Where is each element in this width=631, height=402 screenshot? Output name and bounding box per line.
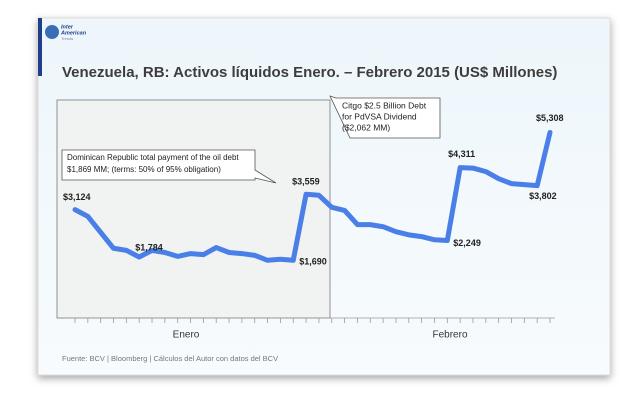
- data-label: $3,559: [292, 177, 320, 187]
- accent-bar: [38, 18, 42, 76]
- data-line: [72, 129, 553, 263]
- callout: Citgo $2.5 Billion Debt for PdVSA Divide…: [329, 95, 441, 139]
- logo-text: American: [60, 30, 87, 36]
- logo-text: Trends: [61, 36, 73, 41]
- annotation: $1,869 MM; (terms: 50% of 95% obligation…: [67, 165, 221, 174]
- data-label: $3,802: [529, 191, 557, 201]
- data-label: $1,784: [135, 242, 163, 252]
- data-label: $4,311: [448, 149, 475, 159]
- logo-text: Inter: [61, 24, 74, 30]
- group-label: Febrero: [432, 330, 467, 341]
- data-label: $3,124: [63, 192, 91, 202]
- annotation: Dominican Republic total payment of the …: [67, 153, 239, 162]
- annotation: for PdVSA Dividend: [342, 111, 417, 121]
- callout: Dominican Republic total payment of the …: [61, 149, 277, 184]
- callout-box: [61, 149, 277, 184]
- period-box: [56, 99, 331, 319]
- annotation: ($2,062 MM): [342, 122, 390, 132]
- data-label: $2,249: [453, 238, 481, 248]
- source: Fuente: BCV | Bloomberg | Cálculos del A…: [62, 354, 278, 363]
- logo-icon: [45, 25, 59, 39]
- callout-box: [329, 95, 441, 139]
- group-label: Enero: [173, 330, 200, 341]
- chart-title: Venezuela, RB: Activos líquidos Enero. –…: [62, 64, 557, 81]
- data-label: $5,308: [536, 113, 564, 123]
- data-label: $1,690: [299, 257, 327, 267]
- annotation: Citgo $2.5 Billion Debt: [342, 100, 427, 110]
